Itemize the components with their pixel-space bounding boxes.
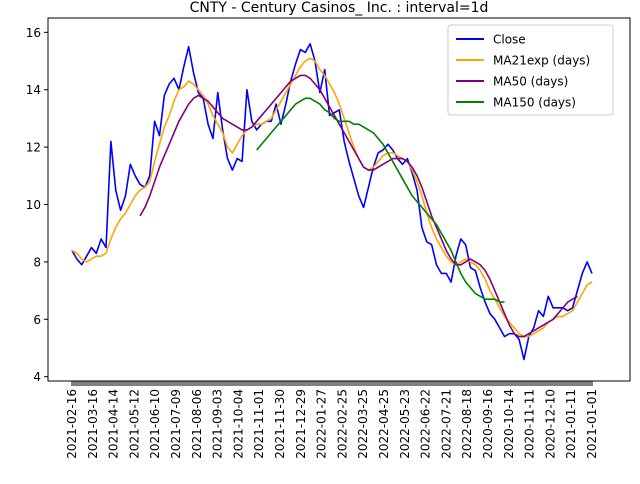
x-tick-label-3: 2021-05-12 bbox=[127, 389, 141, 459]
x-tick-label-4: 2021-06-10 bbox=[148, 389, 162, 459]
x-tick-label-16: 2022-05-23 bbox=[398, 389, 412, 459]
x-tick-label-6: 2021-08-06 bbox=[190, 389, 204, 459]
x-tick-label-9: 2021-11-01 bbox=[252, 389, 266, 459]
x-tick-label-13: 2022-02-25 bbox=[335, 389, 349, 459]
x-tick-label-1: 2021-03-16 bbox=[86, 389, 100, 459]
y-tick-label-3: 10 bbox=[26, 198, 41, 212]
series-line-3 bbox=[256, 97, 505, 303]
y-tick-label-6: 16 bbox=[26, 26, 41, 40]
y-tick-label-2: 8 bbox=[33, 255, 41, 269]
x-tick-label-0: 2021-02-16 bbox=[65, 389, 79, 459]
x-axis: 2021-02-16 2021-03-16 2021-04-14 2021-05-12… bbox=[65, 381, 599, 459]
x-tick-label-11: 2021-12-29 bbox=[294, 389, 308, 459]
legend-label-1: MA21exp (days) bbox=[493, 54, 590, 68]
x-tick-label-20: 2020-09-16 bbox=[481, 389, 495, 459]
x-tick-label-21: 2020-10-14 bbox=[502, 389, 516, 459]
legend-box bbox=[447, 24, 614, 116]
y-tick-label-1: 6 bbox=[33, 313, 41, 327]
x-tick-label-14: 2022-03-25 bbox=[356, 389, 370, 459]
legend-label-0: Close bbox=[493, 33, 526, 47]
x-tick-label-5: 2021-07-09 bbox=[169, 389, 183, 459]
x-tick-label-22: 2020-11-11 bbox=[523, 389, 537, 459]
legend: Close MA21exp (days) MA50 (days) MA150 (day… bbox=[447, 24, 614, 116]
x-tick-label-15: 2022-04-25 bbox=[377, 389, 391, 459]
x-tick-label-23: 2020-12-10 bbox=[543, 389, 557, 459]
x-tick-label-25: 2021-01-01 bbox=[585, 389, 599, 459]
series-layer bbox=[71, 43, 593, 361]
legend-label-2: MA50 (days) bbox=[493, 75, 568, 89]
x-tick-label-24: 2021-01-11 bbox=[564, 389, 578, 459]
y-tick-label-0: 4 bbox=[33, 370, 41, 384]
legend-label-3: MA150 (days) bbox=[493, 96, 576, 110]
plot-frame bbox=[47, 17, 631, 382]
y-tick-label-5: 14 bbox=[26, 83, 41, 97]
x-tick-label-17: 2022-06-22 bbox=[419, 389, 433, 459]
x-tick-label-10: 2021-11-30 bbox=[273, 389, 287, 459]
x-tick-label-19: 2022-08-18 bbox=[460, 389, 474, 459]
series-line-0 bbox=[71, 43, 593, 361]
x-tick-label-7: 2021-09-03 bbox=[211, 389, 225, 459]
x-tick-label-2: 2021-04-14 bbox=[107, 389, 121, 459]
y-tick-label-4: 12 bbox=[26, 141, 41, 155]
chart-title: CNTY - Century Casinos_ Inc. : interval=… bbox=[190, 0, 489, 16]
y-axis: 4 6 8 10 12 14 16 bbox=[26, 26, 48, 384]
x-tick-label-18: 2022-07-21 bbox=[439, 389, 453, 459]
x-tick-label-8: 2021-10-04 bbox=[231, 389, 245, 459]
series-line-2 bbox=[139, 74, 578, 338]
x-tick-label-12: 2022-01-27 bbox=[315, 389, 329, 459]
